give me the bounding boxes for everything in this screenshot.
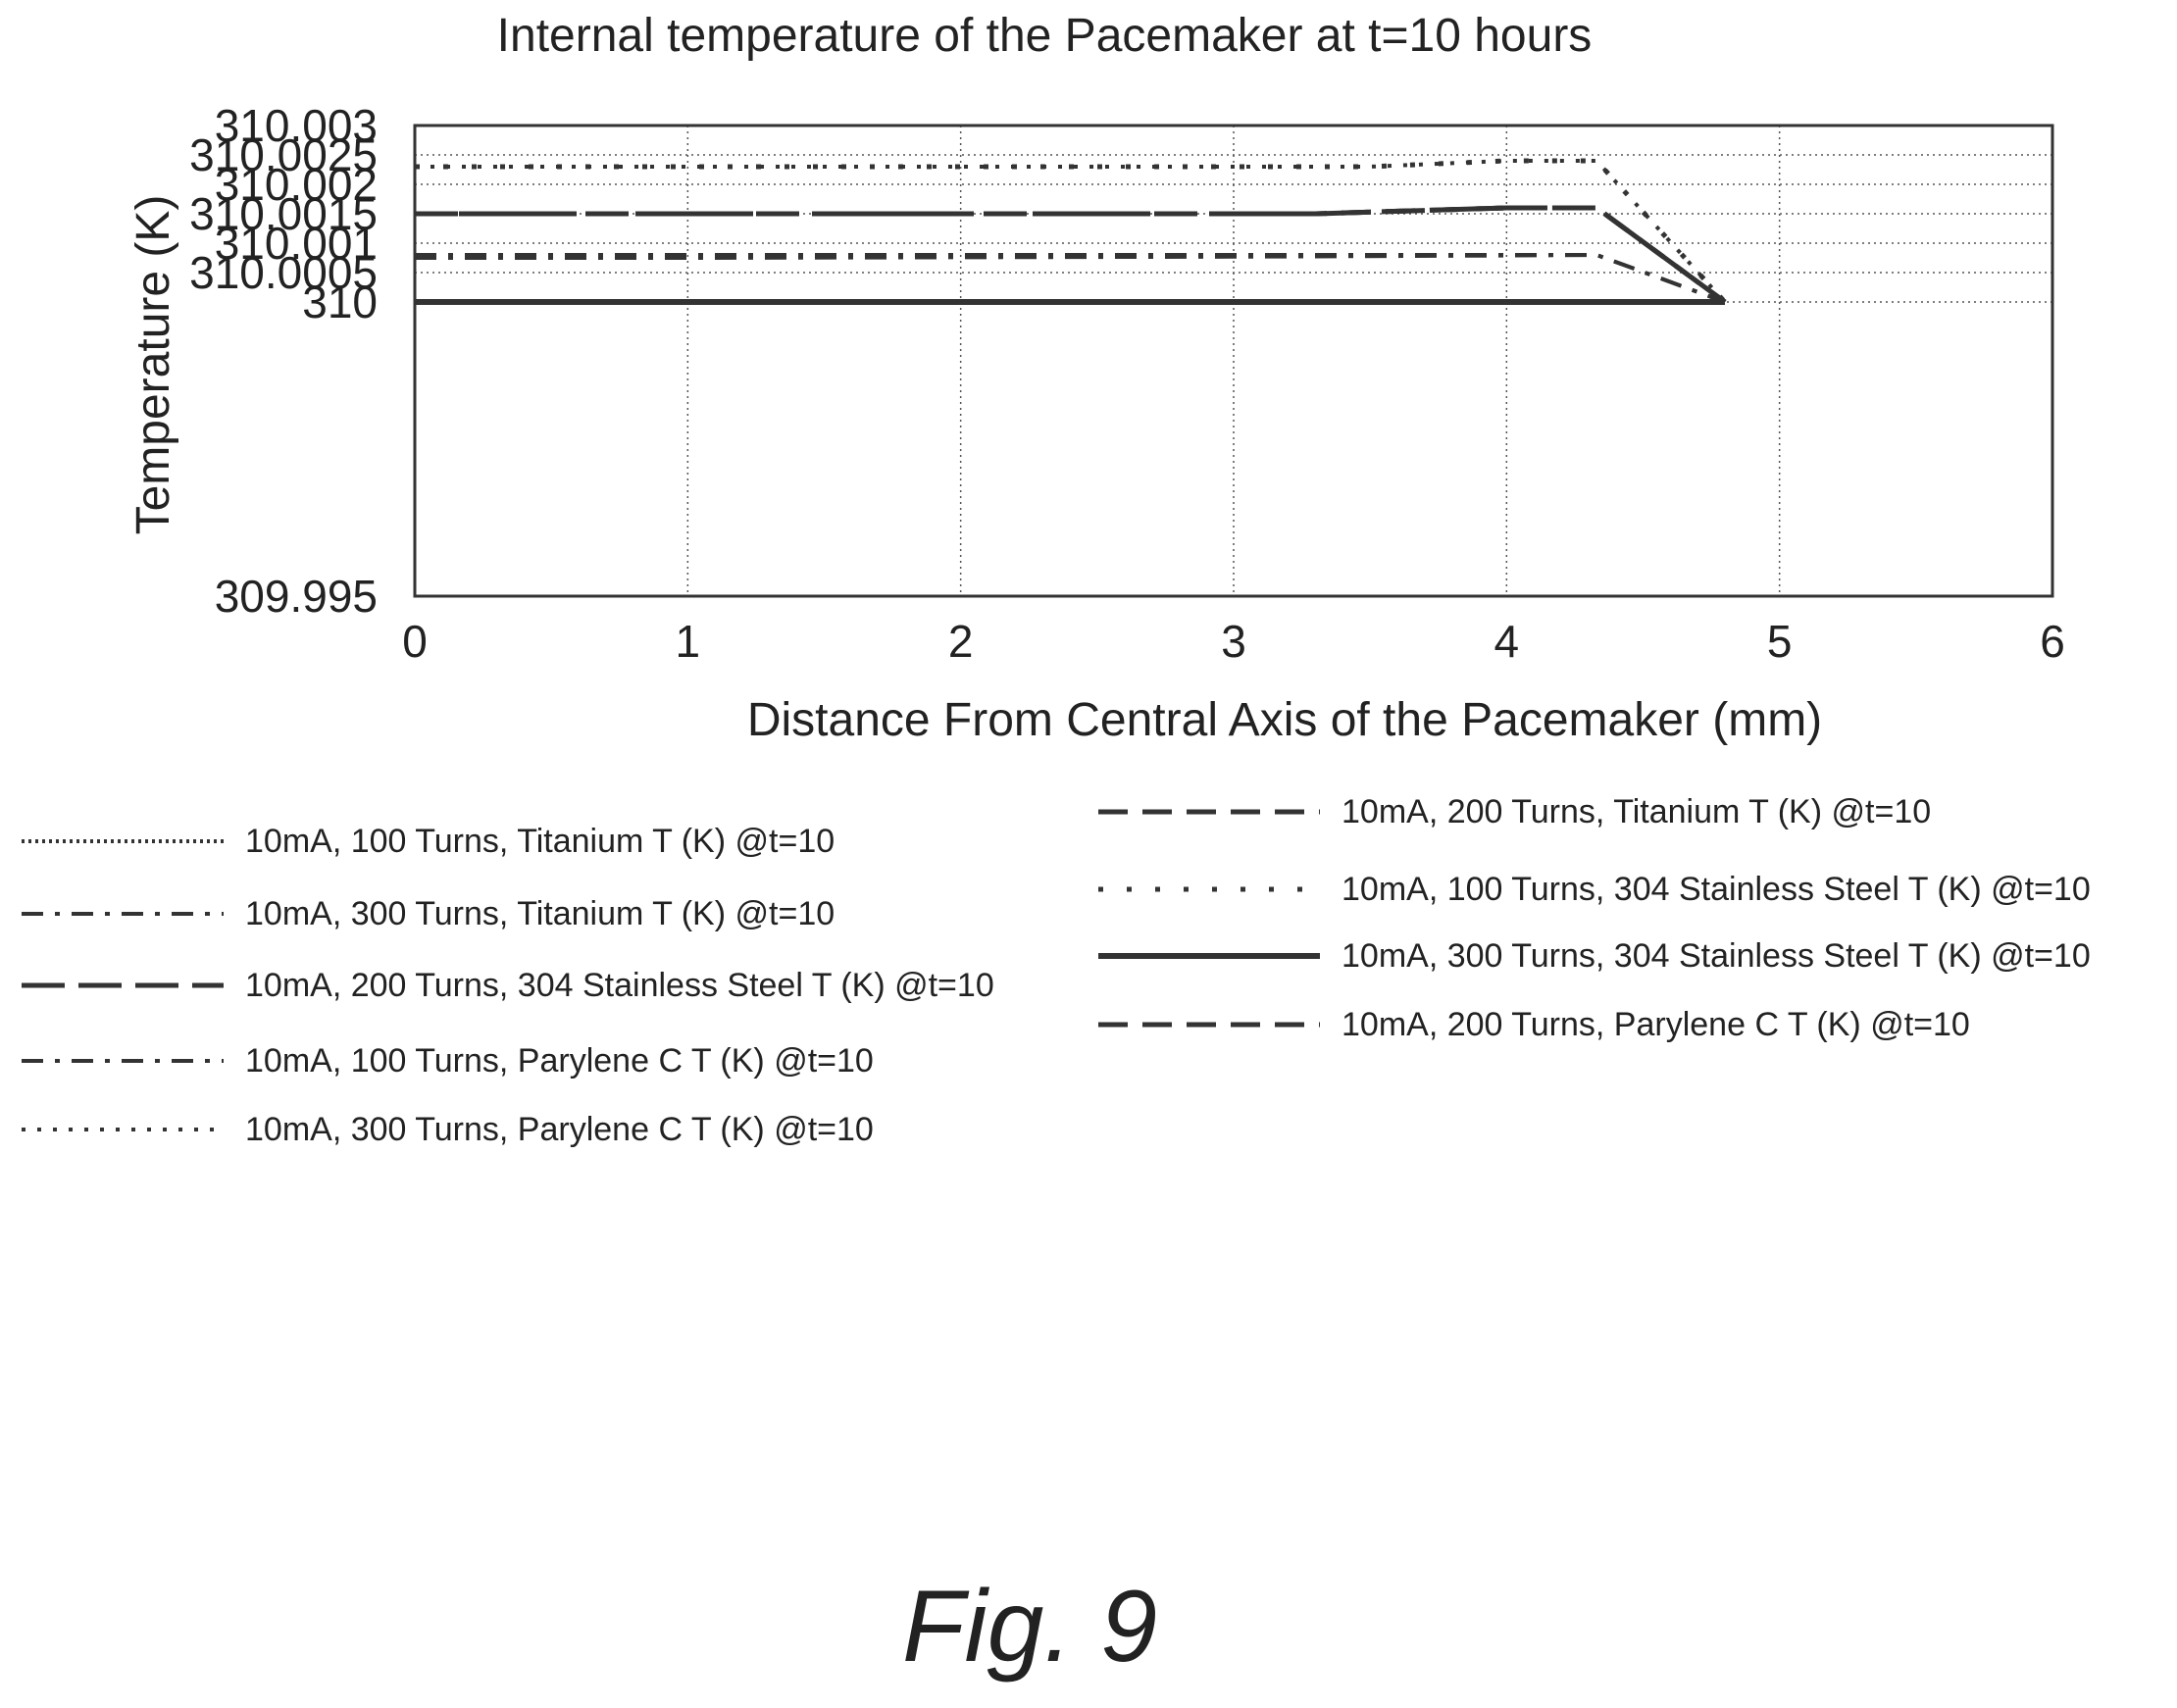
- series-line-5: [415, 159, 1727, 304]
- y-axis-label: Temperature (K): [127, 195, 179, 535]
- x-tick-label: 0: [402, 616, 428, 667]
- legend-swatch: [1098, 809, 1320, 815]
- legend-item: 10mA, 200 Turns, Parylene C T (K) @t=10: [1096, 1005, 2177, 1044]
- legend-label: 10mA, 300 Turns, Parylene C T (K) @t=10: [245, 1111, 874, 1148]
- y-tick-label: 310.0025: [189, 129, 378, 180]
- plot-area: [413, 124, 2054, 598]
- series-line-2: [415, 253, 1726, 304]
- legend-label: 10mA, 300 Turns, 304 Stainless Steel T (…: [1342, 937, 2091, 975]
- legend-swatch: [22, 982, 224, 988]
- y-tick-label: 310.002: [215, 159, 378, 210]
- x-tick-label: 5: [1767, 616, 1793, 667]
- legend-swatch: [22, 839, 224, 843]
- legend-label: 10mA, 200 Turns, 304 Stainless Steel T (…: [245, 967, 994, 1004]
- legend-swatch: [22, 912, 224, 916]
- legend-swatch: [1098, 886, 1320, 892]
- y-tick-label: 310.0005: [189, 247, 378, 298]
- legend-swatch: [1098, 953, 1320, 959]
- grid-lines: [415, 126, 2052, 596]
- legend-item: 10mA, 100 Turns, 304 Stainless Steel T (…: [1096, 870, 2177, 909]
- y-axis-ticks: 309.995310310.0005310.001310.0015310.002…: [189, 100, 378, 622]
- chart-title: Internal temperature of the Pacemaker at…: [497, 10, 1593, 62]
- legend-item: 10mA, 300 Turns, 304 Stainless Steel T (…: [1096, 936, 2177, 976]
- series-line-4: [415, 253, 1726, 304]
- legend-item: 10mA, 200 Turns, Titanium T (K) @t=10: [1096, 792, 2177, 831]
- legend-label: 10mA, 100 Turns, Parylene C T (K) @t=10: [245, 1042, 874, 1080]
- legend-label: 10mA, 300 Turns, Titanium T (K) @t=10: [245, 895, 835, 932]
- legend-item: 10mA, 300 Turns, Parylene C T (K) @t=10: [20, 1110, 1108, 1149]
- x-axis-ticks: 0 1 2 3 4 5 6: [402, 616, 2065, 667]
- x-tick-label: 6: [2040, 616, 2065, 667]
- y-tick-label: 310: [302, 276, 378, 327]
- legend-label: 10mA, 100 Turns, 304 Stainless Steel T (…: [1342, 871, 2091, 908]
- series-line-9: [415, 205, 1727, 305]
- series-lines: [415, 158, 1727, 305]
- legend-item: 10mA, 300 Turns, Titanium T (K) @t=10: [20, 894, 1108, 933]
- legend-swatch: [22, 1128, 224, 1131]
- legend-item: 10mA, 100 Turns, Titanium T (K) @t=10: [20, 822, 1108, 861]
- y-tick-label: 310.0015: [189, 188, 378, 239]
- legend-label: 10mA, 200 Turns, Titanium T (K) @t=10: [1342, 793, 1932, 830]
- legend-label: 10mA, 200 Turns, Parylene C T (K) @t=10: [1342, 1006, 1970, 1043]
- x-tick-label: 3: [1221, 616, 1246, 667]
- x-axis-label: Distance From Central Axis of the Pacema…: [747, 694, 1822, 746]
- y-tick-label: 310.003: [215, 100, 378, 151]
- legend-swatch: [1098, 1022, 1320, 1028]
- line-chart: Internal temperature of the Pacemaker at…: [127, 10, 2065, 746]
- x-tick-label: 4: [1494, 616, 1520, 667]
- series-line-7: [415, 158, 1727, 304]
- legend-item: 10mA, 100 Turns, Parylene C T (K) @t=10: [20, 1041, 1108, 1080]
- x-tick-label: 1: [676, 616, 701, 667]
- legend-label: 10mA, 100 Turns, Titanium T (K) @t=10: [245, 823, 835, 860]
- y-tick-label: 309.995: [215, 571, 378, 622]
- figure-label: Fig. 9: [902, 1570, 1158, 1683]
- x-tick-label: 2: [948, 616, 974, 667]
- y-tick-label: 310.001: [215, 218, 378, 269]
- legend-item: 10mA, 200 Turns, 304 Stainless Steel T (…: [20, 966, 1108, 1005]
- legend-swatch: [22, 1059, 224, 1063]
